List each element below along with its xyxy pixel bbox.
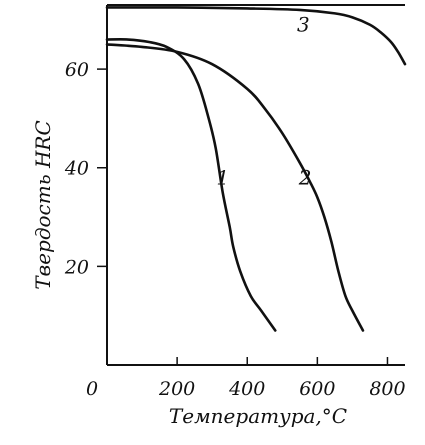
x-tick-label: 600 — [299, 378, 335, 400]
curve-2 — [105, 43, 365, 332]
axes — [97, 4, 405, 366]
x-tick-label: 200 — [158, 378, 195, 400]
curve-3 — [105, 6, 407, 66]
y-tick-label: 40 — [64, 158, 89, 180]
curve-3-label: 3 — [297, 13, 310, 37]
curves — [105, 6, 407, 332]
x-axis-label: Температура,°С — [169, 404, 347, 428]
curve-1-label: 1 — [216, 166, 229, 190]
y-axis-label: Твердость HRC — [31, 120, 55, 290]
curve-2-label: 2 — [298, 166, 312, 190]
y-tick-label: 60 — [65, 59, 89, 81]
y-tick-label: 20 — [64, 256, 89, 278]
tick-labels: 0 200 400 600 800 20 40 60 — [64, 59, 406, 400]
x-tick-label: 400 — [228, 378, 265, 400]
x-tick-label: 800 — [369, 378, 405, 400]
x-tick-label: 0 — [86, 378, 98, 400]
curve-labels: 1 2 3 — [216, 13, 311, 190]
curve-1 — [105, 38, 277, 332]
